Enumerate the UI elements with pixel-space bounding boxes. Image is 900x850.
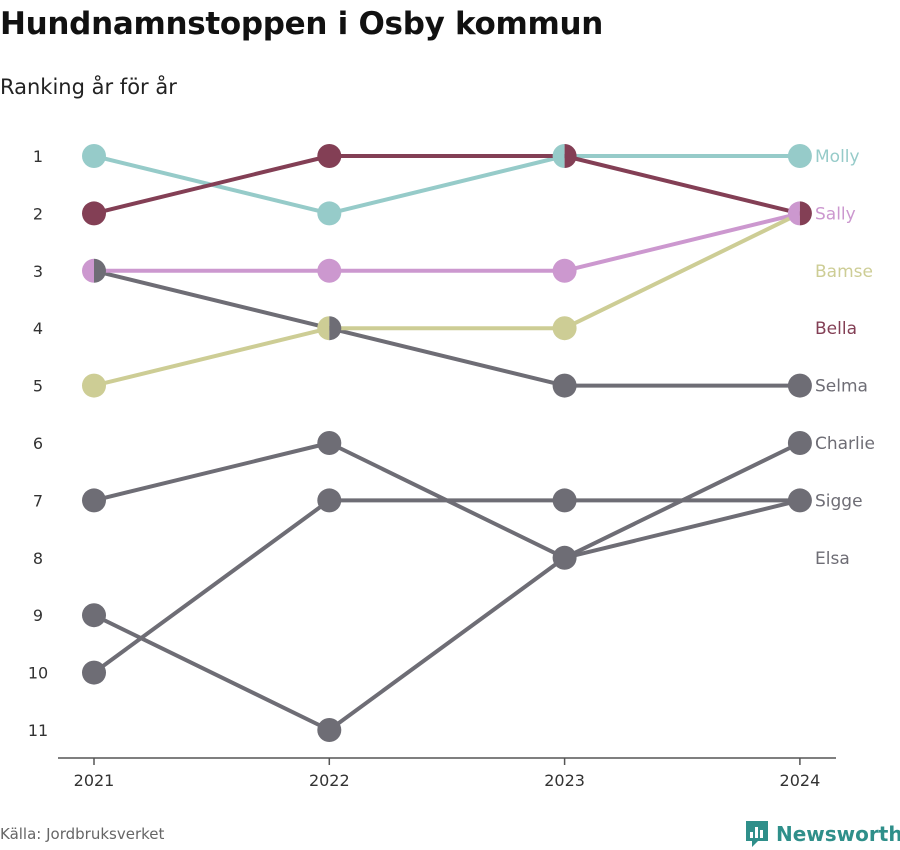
series-line-selma (92, 268, 802, 388)
chart-subtitle: Ranking år för år (0, 75, 177, 99)
end-label-selma: Selma (815, 377, 868, 397)
data-point-molly-2021 (82, 144, 106, 168)
y-tick-label: 11 (28, 721, 48, 740)
series-points (82, 144, 812, 742)
brand-logo: Newsworthy (744, 819, 900, 849)
series-line-molly (92, 154, 802, 216)
data-point-molly-bella-2023-left (552, 144, 565, 168)
data-point-sigge-2023 (552, 488, 577, 513)
y-tick-label: 10 (28, 664, 48, 683)
series-line-sally (92, 211, 802, 273)
x-tick-label: 2022 (309, 771, 350, 790)
data-point-charlie-2024 (787, 431, 812, 455)
series-line-sigge (92, 498, 802, 675)
series-lines (92, 154, 802, 732)
data-point-molly-bella-2023-right (564, 144, 577, 168)
data-point-sigge-2022 (317, 488, 342, 513)
data-point-selma-sally-2021-right (94, 258, 107, 283)
series-line-bamse (92, 211, 802, 388)
y-tick-label: 3 (33, 262, 43, 281)
axis-layer: 2021 2022 2023 2024 1 2 3 4 5 6 7 8 9 10 11 (28, 147, 836, 790)
y-tick-label: 2 (33, 204, 43, 223)
x-tick-label: 2024 (780, 771, 821, 790)
y-tick-label: 6 (33, 434, 43, 453)
end-label-bella: Bella (815, 319, 857, 339)
source-note: Källa: Jordbruksverket (0, 825, 165, 843)
data-point-charlie-2021 (82, 488, 106, 513)
data-point-sigge-2024 (787, 488, 812, 513)
data-point-selma-bamse-2022-right (329, 316, 342, 341)
y-tick-label: 5 (33, 377, 43, 396)
end-label-molly: Molly (815, 147, 860, 167)
data-point-sally-bamse-bella-2024-right (799, 201, 812, 226)
data-point-molly-2024 (787, 144, 812, 168)
data-point-bella-2021 (82, 201, 106, 226)
data-point-bamse-2023 (552, 316, 577, 341)
newsworthy-logo-icon (746, 821, 768, 847)
data-point-selma-2023 (552, 373, 577, 398)
series-line-bella (92, 154, 802, 216)
y-tick-label: 9 (33, 606, 43, 625)
y-tick-label: 4 (33, 319, 43, 338)
data-point-molly-2022 (317, 201, 342, 226)
data-point-selma-sally-2021-left (82, 258, 94, 283)
x-tick-label: 2021 (74, 771, 115, 790)
y-tick-label: 8 (33, 549, 43, 568)
data-point-sally-2022 (317, 258, 342, 283)
series-end-labels: Molly Sally Bamse Bella Selma Charlie Sigge Els… (815, 147, 875, 569)
data-point-selma-bamse-2022-left (317, 316, 330, 341)
y-tick-label: 1 (33, 147, 43, 166)
data-point-bamse-2021 (82, 373, 106, 398)
series-line-elsa (92, 498, 802, 732)
data-point-bella-2022 (317, 144, 342, 168)
brand-name: Newsworthy (776, 822, 900, 846)
chart-title: Hundnamnstoppen i Osby kommun (0, 6, 604, 42)
end-label-sigge: Sigge (815, 491, 863, 511)
end-label-elsa: Elsa (815, 549, 850, 569)
data-point-sally-2023 (552, 258, 577, 283)
end-label-charlie: Charlie (815, 434, 875, 454)
data-point-selma-2024 (787, 373, 812, 398)
data-point-sally-bamse-bella-2024-left (787, 201, 800, 226)
data-point-charlie-2023 (552, 545, 577, 570)
data-point-charlie-2022 (317, 431, 342, 455)
data-point-elsa-2022 (317, 718, 342, 742)
x-tick-label: 2023 (544, 771, 585, 790)
data-point-sigge-2021 (82, 660, 106, 685)
data-point-elsa-2021 (82, 603, 106, 628)
end-label-bamse: Bamse (815, 262, 873, 282)
y-tick-label: 7 (33, 491, 43, 510)
end-label-sally: Sally (815, 204, 856, 224)
